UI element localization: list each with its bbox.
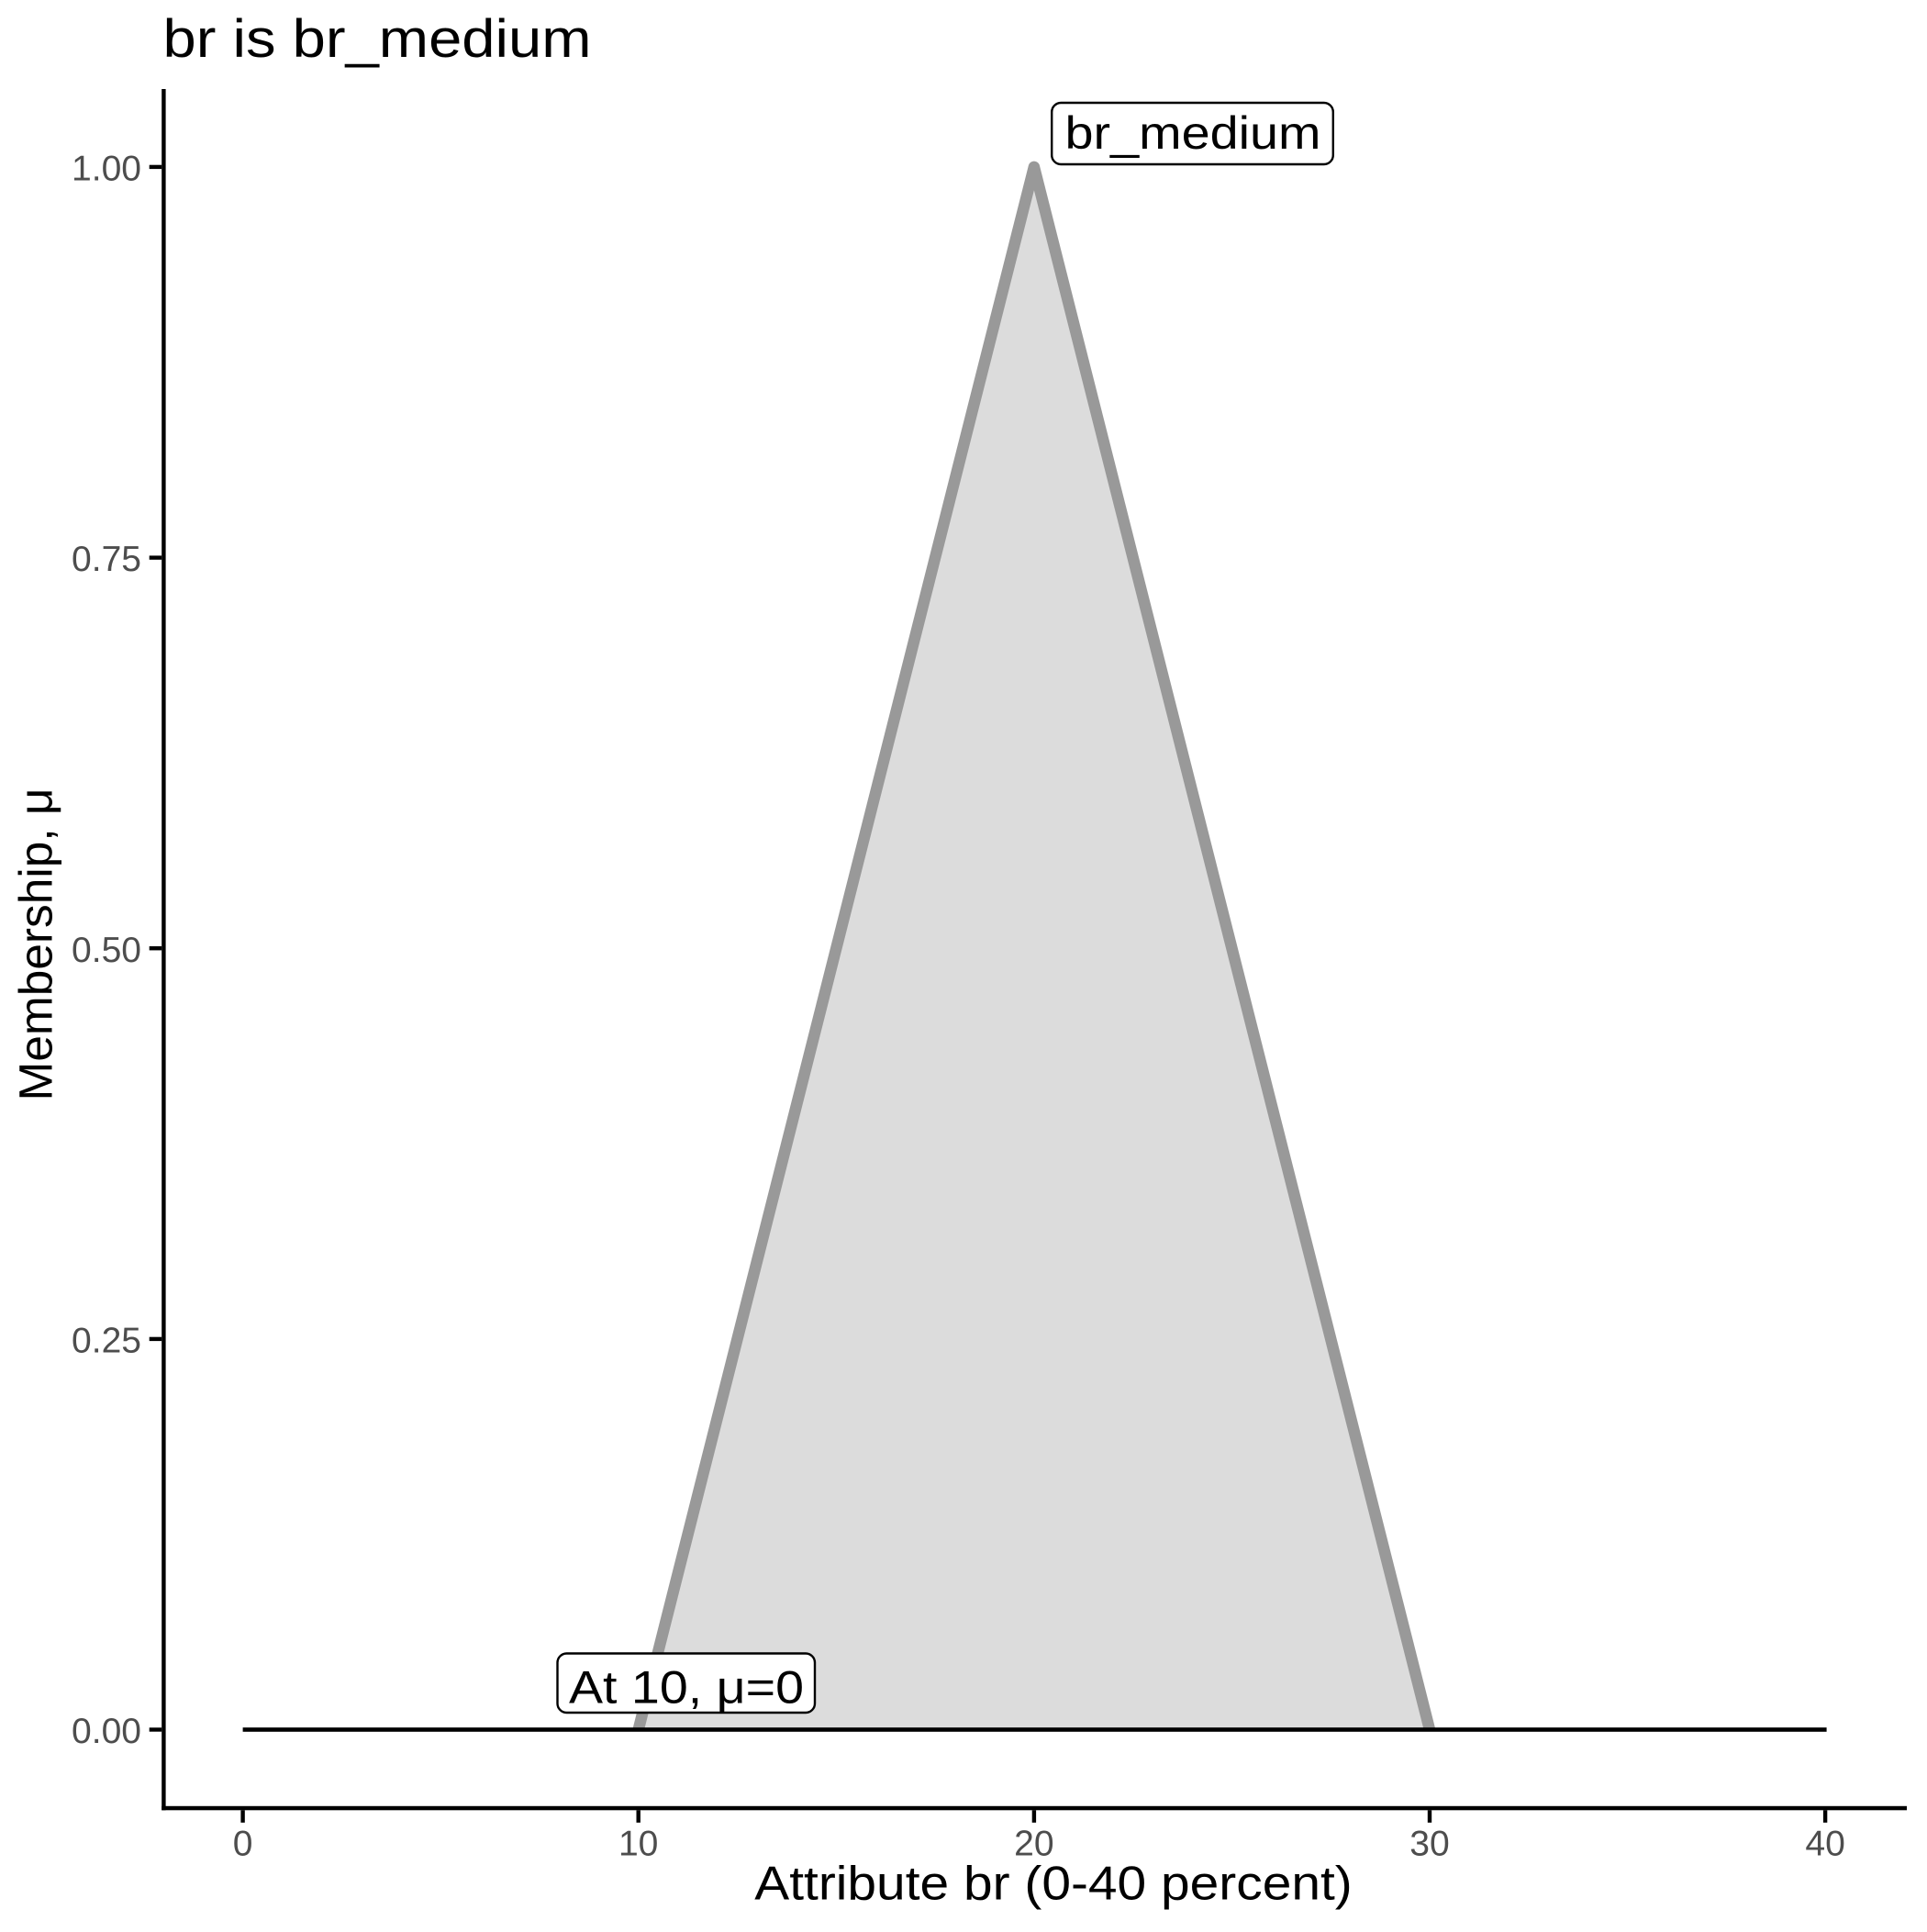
svg-text:0: 0 <box>233 1824 253 1863</box>
svg-text:Membership, μ: Membership, μ <box>10 788 62 1101</box>
svg-text:0.25: 0.25 <box>72 1322 141 1361</box>
svg-text:10: 10 <box>618 1824 659 1863</box>
svg-text:40: 40 <box>1805 1824 1845 1863</box>
svg-text:0.00: 0.00 <box>72 1712 141 1751</box>
svg-text:20: 20 <box>1014 1824 1054 1863</box>
svg-text:At 10, μ=0: At 10, μ=0 <box>569 1662 804 1714</box>
svg-text:30: 30 <box>1409 1824 1450 1863</box>
svg-text:1.00: 1.00 <box>72 150 141 189</box>
svg-text:Attribute br (0-40 percent): Attribute br (0-40 percent) <box>754 1858 1353 1911</box>
svg-text:br is br_medium: br is br_medium <box>163 9 592 69</box>
svg-text:0.50: 0.50 <box>72 931 141 970</box>
svg-text:br_medium: br_medium <box>1065 107 1321 159</box>
svg-text:0.75: 0.75 <box>72 540 141 579</box>
